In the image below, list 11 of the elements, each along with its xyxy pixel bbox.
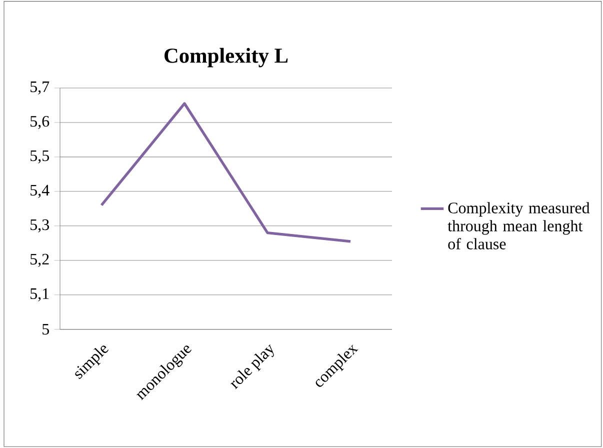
y-tick-label: 5,3 — [30, 219, 49, 232]
chart-title: Complexity L — [164, 48, 288, 68]
line-series — [100, 102, 352, 243]
y-tick-label: 5,6 — [30, 116, 50, 130]
legend-label: Complexity measured through mean lenght of clause — [448, 202, 590, 250]
y-tick-label: 5,5 — [30, 150, 49, 164]
y-tick-label: 5,1 — [30, 288, 49, 302]
y-tick-label: 5,2 — [30, 254, 49, 267]
y-tick-label: 5,7 — [30, 82, 50, 94]
y-tick-label: 5 — [42, 324, 49, 335]
y-tick-label: 5,4 — [30, 184, 50, 198]
